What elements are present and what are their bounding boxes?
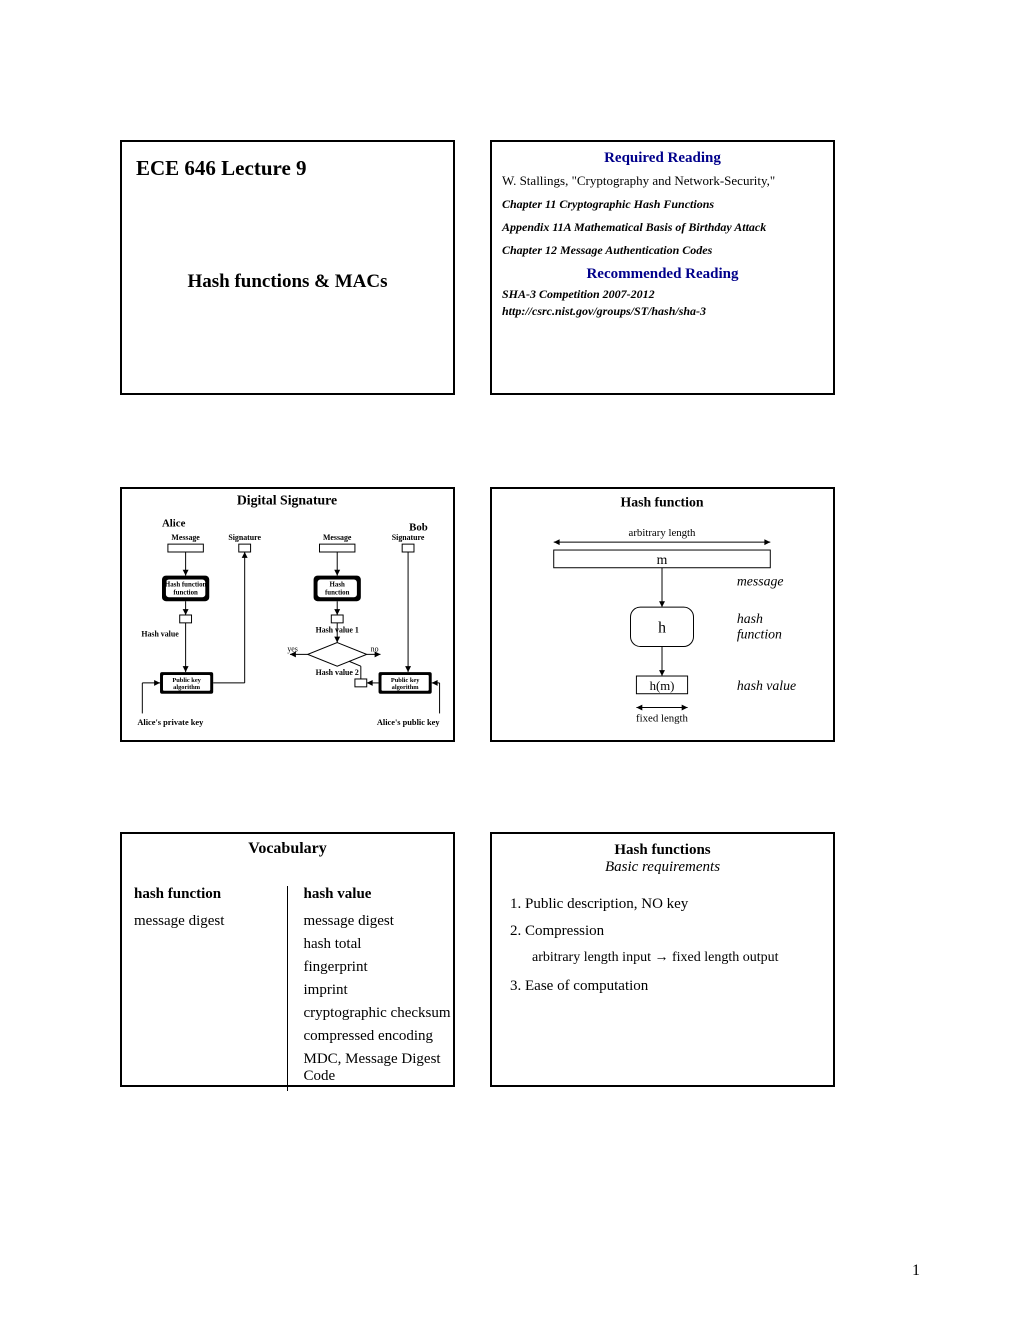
vocab-left-item: message digest xyxy=(134,913,275,930)
hf-title: Hash function xyxy=(621,495,704,510)
vocab-right-item: imprint xyxy=(304,982,454,999)
slide-digital-signature: Digital Signature Alice Bob Message Sign… xyxy=(120,487,455,742)
svg-text:function: function xyxy=(173,589,198,596)
vocab-right-col: hash value message digest hash total fin… xyxy=(288,886,454,1091)
svg-text:algorithm: algorithm xyxy=(173,684,201,691)
req-2-sub: arbitrary length input → fixed length ou… xyxy=(532,950,815,966)
ds-hashval-a: Hash value xyxy=(141,630,179,639)
ds-msg-a: Message xyxy=(171,533,200,542)
req-subtitle: Basic requirements xyxy=(510,859,815,876)
vocab-right-item: fingerprint xyxy=(304,959,454,976)
req-2: 2. Compression xyxy=(510,923,815,940)
hf-fixed: fixed length xyxy=(636,712,689,724)
hash-function-diagram: Hash function arbitrary length m message… xyxy=(492,489,833,740)
slide-requirements: Hash functions Basic requirements 1. Pub… xyxy=(490,832,835,1087)
req-1: 1. Public description, NO key xyxy=(510,896,815,913)
reading-book: W. Stallings, "Cryptography and Network-… xyxy=(502,173,823,189)
ds-alice-priv: Alice's private key xyxy=(137,718,204,727)
ds-no: no xyxy=(371,644,379,653)
ds-bob: Bob xyxy=(409,521,428,533)
lecture-subtitle: Hash functions & MACs xyxy=(122,271,453,293)
ds-alice: Alice xyxy=(162,517,186,529)
hf-lbl1: hash xyxy=(737,611,763,626)
hf-hv-lbl: hash value xyxy=(737,678,796,693)
hf-h: h xyxy=(658,620,666,637)
slide-vocabulary: Vocabulary hash function message digest … xyxy=(120,832,455,1087)
vocab-right-item: hash total xyxy=(304,936,454,953)
ds-hashval2: Hash value 2 xyxy=(316,668,359,677)
required-reading-heading: Required Reading xyxy=(502,150,823,167)
svg-text:algorithm: algorithm xyxy=(392,684,420,691)
ds-title: Digital Signature xyxy=(237,493,337,508)
ds-sig-a: Signature xyxy=(228,533,261,542)
ds-yes: yes xyxy=(287,644,297,653)
recommended-reading-heading: Recommended Reading xyxy=(502,266,823,283)
ds-sig-b: Signature xyxy=(392,533,425,542)
hf-arb: arbitrary length xyxy=(629,527,697,539)
reading-app11a: Appendix 11A Mathematical Basis of Birth… xyxy=(502,220,823,235)
slide-reading: Required Reading W. Stallings, "Cryptogr… xyxy=(490,140,835,395)
hf-m: m xyxy=(657,552,668,567)
vocab-right-item: message digest xyxy=(304,913,454,930)
hf-msg-lbl: message xyxy=(737,573,784,588)
vocab-right-item: compressed encoding xyxy=(304,1028,454,1045)
svg-text:Hash: Hash xyxy=(330,581,345,588)
svg-text:function: function xyxy=(325,589,350,596)
ds-hashfn-a-l1: Hash function xyxy=(165,581,207,588)
digital-signature-diagram: Digital Signature Alice Bob Message Sign… xyxy=(122,489,453,740)
req-title: Hash functions xyxy=(510,842,815,859)
vocab-title: Vocabulary xyxy=(122,834,453,858)
ds-msg-b: Message xyxy=(323,533,352,542)
ds-alice-pub: Alice's public key xyxy=(377,718,441,727)
reading-ch12: Chapter 12 Message Authentication Codes xyxy=(502,243,823,258)
page-number: 1 xyxy=(912,1262,920,1280)
hf-hm: h(m) xyxy=(650,679,675,693)
req-3: 3. Ease of computation xyxy=(510,978,815,995)
reading-ch11: Chapter 11 Cryptographic Hash Functions xyxy=(502,197,823,212)
vocab-left-heading: hash function xyxy=(134,886,275,903)
vocab-left-col: hash function message digest xyxy=(122,886,288,1091)
vocab-right-heading: hash value xyxy=(304,886,454,903)
hf-lbl2: function xyxy=(737,627,782,642)
slide-hash-function: Hash function arbitrary length m message… xyxy=(490,487,835,742)
lecture-title: ECE 646 Lecture 9 xyxy=(122,142,453,181)
reading-sha3-2: http://csrc.nist.gov/groups/ST/hash/sha-… xyxy=(502,304,823,319)
vocab-right-item: MDC, Message Digest Code xyxy=(304,1051,454,1085)
vocab-right-item: cryptographic checksum xyxy=(304,1005,454,1022)
slide-title: ECE 646 Lecture 9 Hash functions & MACs xyxy=(120,140,455,395)
reading-sha3-1: SHA-3 Competition 2007-2012 xyxy=(502,287,823,302)
